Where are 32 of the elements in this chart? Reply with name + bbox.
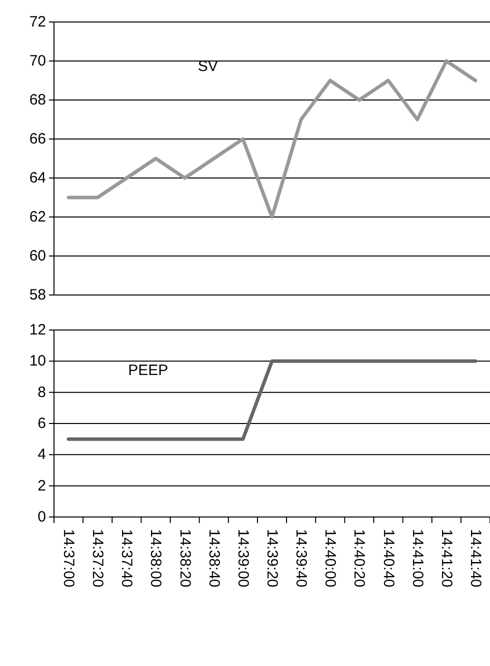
x-tick-label: 14:41:20 [438, 529, 455, 588]
x-tick-label: 14:37:20 [89, 529, 106, 588]
x-tick-label: 14:40:00 [322, 529, 339, 588]
y-tick-label: 12 [29, 322, 46, 338]
y-tick-label: 62 [29, 208, 46, 226]
y-tick-label: 8 [38, 384, 46, 401]
x-tick-label: 14:38:20 [176, 529, 194, 588]
y-tick-label: 70 [29, 52, 46, 70]
x-tick-label: 14:39:40 [292, 529, 310, 588]
x-tick-label: 14:41:40 [466, 529, 484, 588]
y-tick-label: 64 [29, 170, 46, 186]
x-tick-label: 14:40:40 [380, 529, 397, 588]
x-tick-label: 14:38:00 [147, 529, 164, 588]
y-tick-label: 58 [29, 286, 46, 304]
y-tick-label: 66 [29, 130, 46, 148]
y-tick-label: 2 [38, 477, 46, 494]
line-series [66, 59, 478, 219]
x-tick-label: 14:39:00 [234, 529, 252, 588]
x-tick-label: 14:38:40 [205, 529, 222, 588]
y-tick-label: 72 [29, 14, 46, 30]
x-tick-label: 14:37:00 [60, 529, 78, 588]
text: PEEP [128, 362, 168, 379]
x-tick-label: 14:41:00 [408, 529, 426, 588]
y-tick-label: 0 [38, 508, 46, 526]
y-tick-label: 10 [29, 352, 46, 370]
x-tick-label: 14:40:20 [350, 529, 368, 588]
y-tick-label: 6 [38, 415, 46, 432]
x-tick-label: 14:37:40 [118, 529, 136, 588]
y-tick-label: 60 [29, 248, 46, 264]
y-tick-label: 4 [38, 446, 46, 464]
y-tick-label: 68 [29, 92, 46, 108]
x-tick-label: 14:39:20 [264, 529, 280, 588]
